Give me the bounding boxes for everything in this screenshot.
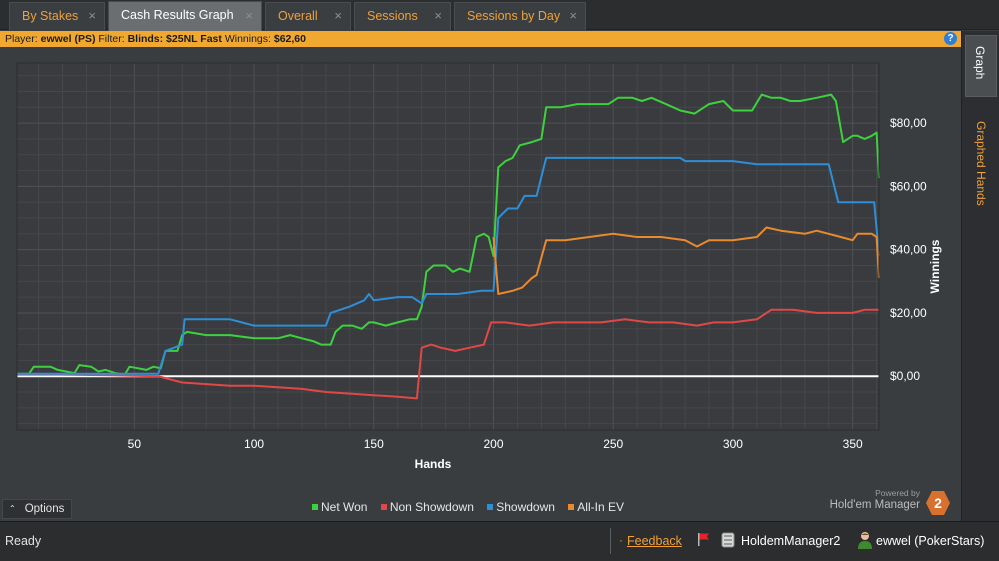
y-tick-label: $60,00 [890, 179, 927, 193]
filter-info-bar: Player: ewwel (PS) Filter: Blinds: $25NL… [0, 31, 961, 47]
legend-swatch [568, 504, 575, 510]
powered-by-badge: Powered by Hold'em Manager 2 [822, 488, 954, 518]
series-line-net-won[interactable] [17, 93, 880, 376]
tab-label: Overall [278, 9, 318, 23]
options-label: Options [24, 503, 65, 515]
y-tick-label: $40,00 [890, 243, 927, 257]
series-line-all-in-ev[interactable] [492, 226, 880, 295]
close-icon[interactable]: × [245, 8, 253, 23]
legend-swatch [312, 504, 318, 510]
y-tick-label: $20,00 [890, 306, 927, 320]
legend-label: Non Showdown [389, 500, 474, 514]
filter-label: Filter: [98, 33, 125, 45]
close-icon[interactable]: × [434, 8, 442, 23]
legend-item-non-showdown[interactable]: Non Showdown [380, 500, 474, 514]
series-line-non-showdown[interactable] [17, 308, 879, 400]
winnings-label: Winnings: [224, 33, 271, 45]
x-tick-label: 300 [723, 437, 743, 451]
side-tab-graph[interactable]: Graph [965, 35, 997, 97]
legend-item-net-won[interactable]: Net Won [312, 500, 367, 514]
x-tick-label: 350 [843, 437, 863, 451]
side-tab-strip: Graph Graphed Hands [961, 31, 999, 521]
x-tick-label: 100 [244, 437, 264, 451]
tab-label: Sessions [367, 9, 418, 23]
flag-icon[interactable] [697, 533, 710, 546]
status-bar: Ready · Feedback HoldemManager2 ewwel (P… [0, 521, 999, 561]
tab-by-stakes[interactable]: By Stakes × [9, 2, 105, 30]
options-button[interactable]: ⌃ Options [2, 499, 72, 519]
tab-bar: By Stakes × Cash Results Graph × Overall… [0, 0, 999, 31]
tab-sessions-by-day[interactable]: Sessions by Day × [454, 2, 586, 30]
series-line-showdown[interactable] [17, 156, 880, 375]
tab-overall[interactable]: Overall × [265, 2, 351, 30]
close-icon[interactable]: × [569, 8, 577, 23]
chart-panel: 50 100 150 200 250 300 350 $0,00 $20,00 $40,00 $60… [0, 47, 961, 521]
x-tick-label: 200 [483, 437, 503, 451]
tab-label: Cash Results Graph [121, 8, 234, 22]
powered-by-text: Powered by [875, 488, 920, 498]
y-axis-label: Winnings [928, 239, 942, 293]
results-chart[interactable]: 50 100 150 200 250 300 350 $0,00 $20,00 $40,00 $60… [0, 47, 961, 521]
question-circle-icon[interactable]: ? [944, 32, 957, 45]
close-icon[interactable]: × [334, 8, 342, 23]
legend-label: All-In EV [577, 500, 624, 514]
y-tick-label: $0,00 [890, 369, 920, 383]
player-value: ewwel (PS) [40, 33, 96, 45]
database-icon [721, 532, 735, 548]
status-text: Ready [5, 534, 42, 548]
bullet: · [619, 533, 623, 547]
tab-label: By Stakes [22, 9, 79, 23]
tab-label: Sessions by Day [467, 9, 561, 23]
x-tick-label: 250 [603, 437, 623, 451]
winnings-value: $62,60 [273, 33, 306, 45]
plot-border [16, 62, 880, 431]
legend-label: Net Won [321, 500, 368, 514]
x-tick-label: 50 [128, 437, 142, 451]
player-avatar-icon [858, 532, 872, 549]
plot-background [17, 63, 879, 430]
chart-legend: Net Won Non Showdown Showdown All-In EV [312, 500, 634, 514]
side-tab-graphed-hands[interactable]: Graphed Hands [974, 121, 988, 206]
close-icon[interactable]: × [88, 8, 96, 23]
database-name[interactable]: HoldemManager2 [741, 534, 841, 548]
legend-label: Showdown [496, 500, 555, 514]
legend-item-showdown[interactable]: Showdown [487, 500, 555, 514]
filter-value: Blinds: $25NL Fast [127, 33, 222, 45]
status-divider [610, 528, 611, 554]
tab-cash-results-graph[interactable]: Cash Results Graph × [108, 1, 262, 31]
feedback-link[interactable]: Feedback [627, 534, 682, 548]
legend-item-all-in-ev[interactable]: All-In EV [568, 500, 624, 514]
product-name: Hold'em Manager [829, 499, 920, 511]
x-axis-label: Hands [415, 457, 452, 471]
hem2-logo-icon: 2 [926, 491, 950, 515]
chevron-up-icon: ⌃ [9, 504, 16, 513]
legend-swatch [380, 504, 387, 510]
tab-sessions[interactable]: Sessions × [354, 2, 451, 30]
legend-swatch [487, 504, 494, 510]
x-tick-label: 150 [364, 437, 384, 451]
y-tick-label: $80,00 [890, 116, 927, 130]
player-name[interactable]: ewwel (PokerStars) [876, 534, 985, 548]
player-label: Player: [5, 33, 38, 45]
